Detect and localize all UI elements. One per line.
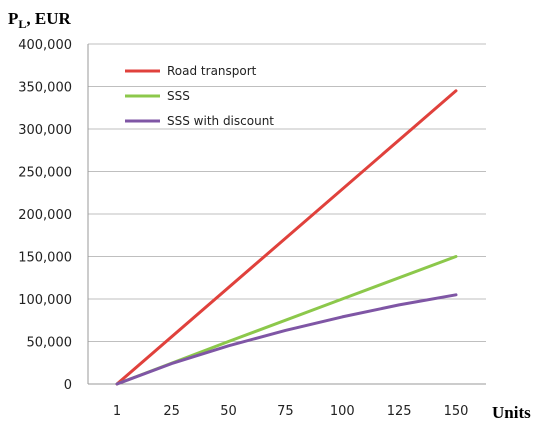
y-tick-label: 350,000 xyxy=(18,81,72,96)
legend: Road transport SSS SSS with discount xyxy=(125,64,274,128)
x-tick-labels: 1 25 50 75 100 125 150 xyxy=(113,404,469,419)
y-axis-label-main: P xyxy=(8,9,18,28)
x-tick-label: 50 xyxy=(220,404,237,419)
x-tick-label: 1 xyxy=(113,404,121,419)
y-tick-label: 150,000 xyxy=(18,251,72,266)
y-tick-label: 250,000 xyxy=(18,166,72,181)
legend-label: SSS with discount xyxy=(167,114,274,128)
x-tick-label: 75 xyxy=(277,404,294,419)
y-axis-label: PL, EUR xyxy=(8,9,72,31)
series-line xyxy=(115,293,458,386)
axes xyxy=(87,44,486,385)
y-tick-label: 50,000 xyxy=(27,336,73,351)
y-tick-label: 100,000 xyxy=(18,293,72,308)
y-axis-label-subscript: L xyxy=(18,17,26,31)
legend-label: Road transport xyxy=(167,64,257,78)
y-tick-label: 400,000 xyxy=(18,38,72,53)
y-tick-label: 0 xyxy=(64,378,72,393)
series-lines xyxy=(115,89,458,386)
x-tick-label: 25 xyxy=(163,404,180,419)
grid-lines xyxy=(88,43,486,342)
series-line xyxy=(115,89,458,386)
x-tick-label: 100 xyxy=(330,404,355,419)
legend-label: SSS xyxy=(167,89,190,103)
x-tick-label: 125 xyxy=(387,404,412,419)
y-tick-labels: 0 50,000 100,000 150,000 200,000 250,000 300,0… xyxy=(18,38,72,393)
y-axis-label-unit: , EUR xyxy=(26,9,71,28)
x-tick-label: 150 xyxy=(444,404,469,419)
y-tick-label: 300,000 xyxy=(18,123,72,138)
x-axis-label: Units xyxy=(492,403,531,422)
y-tick-label: 200,000 xyxy=(18,208,72,223)
